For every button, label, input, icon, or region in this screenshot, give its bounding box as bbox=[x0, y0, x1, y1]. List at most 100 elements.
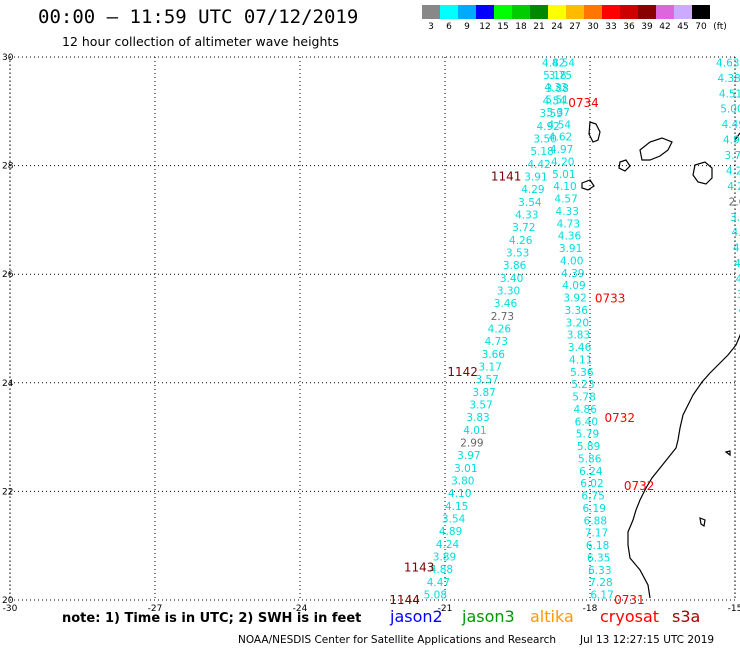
wave-height-value: 4.15 bbox=[445, 501, 468, 513]
wave-height-value: 4.13 bbox=[734, 258, 740, 270]
legend-swatch-21 bbox=[530, 5, 548, 19]
wave-height-value: 4.23 bbox=[726, 165, 740, 177]
y-tick-label: 22 bbox=[2, 487, 13, 497]
wave-height-value: 3.80 bbox=[451, 476, 474, 488]
wave-height-value: 3.10 bbox=[730, 212, 740, 224]
pass-time-label: 1141 bbox=[491, 169, 522, 183]
wave-height-value: 3.40 bbox=[500, 273, 523, 285]
wave-height-value: 4.54 bbox=[552, 57, 576, 69]
wave-height-value: 3.75 bbox=[549, 70, 572, 82]
legend-label-6: 6 bbox=[446, 22, 452, 32]
wave-height-value: 4.57 bbox=[554, 194, 577, 206]
wave-height-value: 3.01 bbox=[454, 463, 477, 475]
legend-swatch-42 bbox=[656, 5, 674, 19]
wave-height-value: 5.36 bbox=[570, 367, 594, 379]
wave-height-value: 5.79 bbox=[576, 429, 599, 441]
wave-height-value: 4.54 bbox=[543, 95, 567, 107]
wave-height-value: 4.97 bbox=[723, 135, 740, 147]
wave-height-value: 3.54 bbox=[442, 514, 466, 526]
legend-label-9: 9 bbox=[464, 22, 470, 32]
wave-height-value: 6.35 bbox=[587, 552, 610, 564]
wave-height-value: 4.49 bbox=[722, 119, 740, 131]
wave-height-value: 4.20 bbox=[551, 156, 574, 168]
wave-height-value: 4.47 bbox=[427, 577, 450, 589]
legend-swatch-24 bbox=[548, 5, 566, 19]
legend-label-12: 12 bbox=[479, 22, 491, 32]
wave-height-value: 3.20 bbox=[566, 317, 589, 329]
wave-height-value: 3.17 bbox=[479, 362, 502, 374]
wave-height-value: 4.23 bbox=[727, 181, 740, 193]
wave-height-value: 4.62 bbox=[549, 132, 572, 144]
wave-height-value: 6.24 bbox=[579, 466, 603, 478]
island-gran-canaria bbox=[692, 161, 713, 185]
wave-height-value: 6.19 bbox=[583, 503, 606, 515]
axis-tick-labels: -30 -27 -24 -21 -18 -15 30 28 26 24 22 20 bbox=[2, 53, 740, 614]
wave-height-value: 5.78 bbox=[572, 392, 595, 404]
wave-height-value: 3.57 bbox=[475, 374, 498, 386]
x-tick-label: -30 bbox=[3, 604, 18, 614]
x-tick-label: -24 bbox=[293, 604, 308, 614]
legend-label-42: 42 bbox=[659, 22, 671, 32]
x-tick-label: -21 bbox=[438, 604, 453, 614]
wave-height-value: 4.38 bbox=[717, 73, 740, 85]
page-title: 00:00 – 11:59 UTC 07/12/2019 bbox=[38, 6, 359, 28]
africa-coastline bbox=[627, 333, 740, 599]
legend-label-30: 30 bbox=[587, 22, 599, 32]
pass-time-label: 0732 bbox=[624, 479, 655, 493]
wave-height-value: 6.40 bbox=[575, 416, 598, 428]
legend-label-3: 3 bbox=[428, 22, 434, 32]
y-tick-label: 28 bbox=[2, 162, 14, 172]
wave-height-value: 7.17 bbox=[585, 528, 608, 540]
legend-swatch-6 bbox=[440, 5, 458, 19]
legend-swatch-15 bbox=[494, 5, 512, 19]
x-tick-label: -18 bbox=[583, 604, 598, 614]
wave-height-value: 4.00 bbox=[560, 255, 583, 267]
wave-height-tracks: 4.543.753.884.543.594.923.505.184.423.91… bbox=[424, 57, 740, 601]
wave-height-value: 5.18 bbox=[543, 70, 566, 82]
wave-height-value: 4.89 bbox=[439, 526, 462, 538]
satellite-altika-label: altika bbox=[530, 607, 574, 626]
wave-height-value: 5.89 bbox=[577, 441, 600, 453]
legend-label-45: 45 bbox=[677, 22, 689, 32]
wave-height-value: 3.88 bbox=[546, 83, 569, 95]
wave-height-value: 5.08 bbox=[424, 590, 447, 602]
island-cape-verde-small bbox=[699, 517, 706, 528]
wave-height-value: 5.51 bbox=[545, 95, 568, 107]
wave-height-value: 4.09 bbox=[562, 280, 585, 292]
wave-height-value: 3.50 bbox=[533, 133, 556, 145]
legend-label-15: 15 bbox=[497, 22, 509, 32]
legend-swatch-3 bbox=[422, 5, 440, 19]
page-subtitle: 12 hour collection of altimeter wave hei… bbox=[62, 34, 339, 49]
island-el-hierro bbox=[581, 179, 595, 191]
legend-label-36: 36 bbox=[623, 22, 635, 32]
legend-swatch-39 bbox=[638, 5, 656, 19]
wave-height-value: 6.02 bbox=[580, 478, 603, 490]
wave-height-value: 4.11 bbox=[569, 354, 592, 366]
wave-height-value: 3.97 bbox=[457, 450, 480, 462]
y-tick-label: 26 bbox=[2, 270, 14, 280]
wave-height-value: 5.23 bbox=[571, 379, 594, 391]
wave-height-value: 4.36 bbox=[558, 231, 582, 243]
coastline bbox=[581, 121, 740, 599]
wave-height-value: 4.97 bbox=[550, 144, 573, 156]
wave-height-value: 3.91 bbox=[524, 171, 547, 183]
satellite-cryosat-label: cryosat bbox=[600, 607, 660, 626]
wave-height-value: 3.54 bbox=[518, 197, 542, 209]
wave-height-value: 6.33 bbox=[588, 565, 611, 577]
pass-time-label: 0732 bbox=[605, 411, 636, 425]
legend-label-27: 27 bbox=[569, 22, 581, 32]
wave-height-value: 3.92 bbox=[563, 293, 586, 305]
legend-label-33: 33 bbox=[605, 22, 617, 32]
legend-swatch-18 bbox=[512, 5, 530, 19]
wave-height-value: 3.46 bbox=[568, 342, 592, 354]
wave-height-value: 3.83 bbox=[567, 330, 590, 342]
wave-height-value: 4.73 bbox=[485, 336, 508, 348]
wave-height-value: 4.10 bbox=[448, 488, 471, 500]
wave-height-value: 4.86 bbox=[574, 404, 598, 416]
pass-time-label: 1143 bbox=[404, 560, 435, 574]
x-tick-label: -27 bbox=[148, 604, 163, 614]
island-la-gomera bbox=[618, 159, 631, 172]
wave-height-value: 3.57 bbox=[469, 400, 492, 412]
wave-height-value: 4.82 bbox=[542, 57, 565, 69]
wave-height-value: 4.01 bbox=[463, 425, 486, 437]
